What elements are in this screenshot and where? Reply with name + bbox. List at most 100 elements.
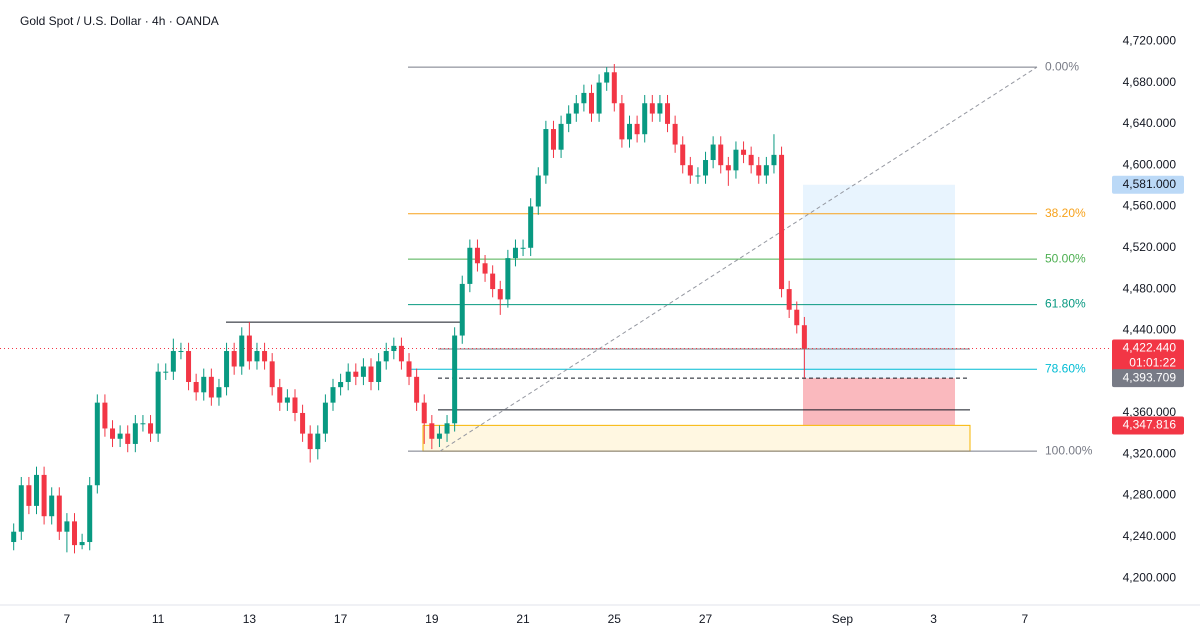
candle-body <box>649 103 655 114</box>
candle-body <box>505 258 511 300</box>
candle-body <box>596 82 602 114</box>
y-tick-label: 4,360.000 <box>1123 405 1177 419</box>
fib-label: 100.00% <box>1045 443 1093 457</box>
candle-body <box>368 366 374 382</box>
x-tick-label: 11 <box>152 612 165 626</box>
candle-body <box>467 247 473 284</box>
fib-label: 61.80% <box>1045 297 1086 311</box>
candle-body <box>779 154 785 290</box>
candle-body <box>490 273 496 290</box>
candle-body <box>680 144 686 166</box>
candle-body <box>459 283 465 336</box>
price-tag <box>1112 175 1184 194</box>
y-tick-label: 4,200.000 <box>1123 570 1177 584</box>
candle-body <box>33 474 39 506</box>
candle-body <box>672 123 678 145</box>
y-tick-label: 4,520.000 <box>1123 240 1177 254</box>
chart-title: Gold Spot / U.S. Dollar · 4h · OANDA <box>20 14 219 28</box>
candle-body <box>72 521 78 546</box>
candle-body <box>26 485 32 506</box>
candle-body <box>763 165 769 176</box>
candle-body <box>208 376 214 398</box>
price-tag <box>1112 369 1184 388</box>
candle-body <box>414 376 420 403</box>
candle-body <box>543 129 549 176</box>
y-tick-label: 4,680.000 <box>1123 75 1177 89</box>
candle-body <box>11 531 17 543</box>
candle-body <box>550 129 556 150</box>
candle-body <box>148 423 154 434</box>
y-tick-label: 4,320.000 <box>1123 446 1177 460</box>
candle-body <box>216 387 222 398</box>
candle-body <box>262 351 268 362</box>
candle-body <box>201 376 207 393</box>
y-tick-label: 4,560.000 <box>1123 199 1177 213</box>
candle-body <box>178 351 184 353</box>
candle-body <box>102 402 108 429</box>
price-tag-label: 4,393.709 <box>1123 370 1177 384</box>
price-tag-label: 4,422.440 <box>1123 341 1177 355</box>
candle-body <box>588 92 594 114</box>
candle-body <box>307 433 313 450</box>
candle-body <box>64 521 70 532</box>
candle-body <box>224 351 230 388</box>
x-tick-label: 13 <box>243 612 257 626</box>
candle-body <box>18 485 24 532</box>
candle-body <box>292 397 298 413</box>
candle-body <box>748 154 754 166</box>
candle-body <box>330 387 336 403</box>
candle-body <box>604 72 610 83</box>
candle-body <box>132 423 138 444</box>
candle-body <box>269 361 275 388</box>
x-tick-label: 3 <box>930 612 937 626</box>
y-tick-label: 4,480.000 <box>1123 281 1177 295</box>
candle-body <box>535 175 541 207</box>
candle-body <box>634 123 640 135</box>
candle-body <box>436 433 442 439</box>
candle-body <box>110 428 116 439</box>
price-tag-countdown: 01:01:22 <box>1129 356 1176 370</box>
profit-zone <box>803 184 955 379</box>
candle-body <box>315 433 321 450</box>
candle-body <box>512 247 518 259</box>
candle-body <box>239 335 245 367</box>
candle-body <box>566 113 572 124</box>
candle-body <box>657 103 663 114</box>
x-tick-label: 25 <box>608 612 622 626</box>
y-tick-label: 4,280.000 <box>1123 488 1177 502</box>
y-tick-label: 4,240.000 <box>1123 529 1177 543</box>
price-tag-label: 4,581.000 <box>1123 177 1177 191</box>
candle-body <box>429 423 435 439</box>
candle-body <box>665 103 671 124</box>
support-zone <box>422 424 971 452</box>
loss-zone <box>803 378 955 426</box>
candle-body <box>163 371 169 373</box>
candle-body <box>482 263 488 274</box>
price-tag-label: 4,347.816 <box>1123 418 1177 432</box>
y-tick-label: 4,640.000 <box>1123 116 1177 130</box>
candle-body <box>733 149 739 171</box>
candle-body <box>642 103 648 135</box>
candle-body <box>741 149 747 155</box>
candle-body <box>710 144 716 161</box>
candle-body <box>452 335 458 424</box>
candle-body <box>771 154 777 166</box>
candle-body <box>322 402 328 434</box>
candle-body <box>756 165 762 176</box>
candle-body <box>155 371 161 434</box>
candle-body <box>41 474 47 517</box>
candle-body <box>79 542 85 546</box>
candle-body <box>56 495 62 532</box>
candle-body <box>125 433 131 444</box>
x-tick-label: 27 <box>699 612 713 626</box>
x-tick-label: Sep <box>832 612 854 626</box>
candle-body <box>376 361 382 382</box>
fib-label: 38.20% <box>1045 206 1086 220</box>
x-tick-label: 7 <box>1022 612 1029 626</box>
candle-body <box>444 423 450 434</box>
x-tick-label: 17 <box>334 612 348 626</box>
candle-body <box>794 309 800 326</box>
candle-body <box>186 351 192 382</box>
y-tick-label: 4,600.000 <box>1123 157 1177 171</box>
candle-body <box>87 485 93 543</box>
